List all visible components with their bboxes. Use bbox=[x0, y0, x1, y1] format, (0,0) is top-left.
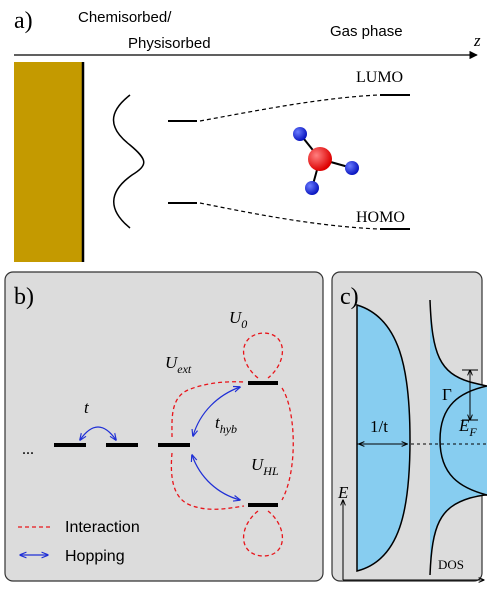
fermi-level-label: EF bbox=[458, 416, 477, 439]
bandwidth-label: 1/t bbox=[370, 417, 388, 436]
hydrogen-atom bbox=[305, 181, 319, 195]
hopping-thyb-upper-arrow bbox=[193, 387, 240, 436]
dos-molecular-lower-peak bbox=[429, 494, 487, 576]
panel-c: c) E DOS EF 1/t Γ bbox=[331, 271, 487, 581]
panel-b-frame bbox=[4, 271, 324, 582]
homo-connector bbox=[199, 202, 379, 230]
energy-axis-label: E bbox=[337, 483, 349, 502]
chain-ellipsis: ... bbox=[22, 441, 34, 458]
dos-band bbox=[356, 303, 411, 572]
panel-a: a) Chemisorbed/ Physisorbed Gas phase z … bbox=[14, 8, 481, 262]
panel-a-label: a) bbox=[14, 8, 33, 34]
hydrogen-atom bbox=[293, 127, 307, 141]
dos-molecular-upper-peak bbox=[429, 299, 487, 387]
central-atom bbox=[308, 147, 332, 171]
molecule bbox=[293, 127, 359, 195]
dos-molecular-fill bbox=[430, 300, 487, 575]
t-label: t bbox=[84, 398, 90, 417]
thyb-label: thyb bbox=[215, 413, 237, 436]
gamma-label: Γ bbox=[442, 385, 452, 404]
chemisorbed-label: Chemisorbed/ bbox=[78, 9, 172, 26]
legend: Interaction Hopping bbox=[18, 519, 140, 565]
z-axis-label: z bbox=[473, 31, 481, 50]
uhl-label: UHL bbox=[251, 455, 279, 478]
hopping-t-arrow bbox=[80, 426, 116, 440]
panel-c-label: c) bbox=[340, 284, 359, 310]
lumo-connector bbox=[199, 94, 379, 122]
hydrogen-atom bbox=[345, 161, 359, 175]
dos-molecular-valley bbox=[439, 385, 487, 496]
dos-axis-label: DOS bbox=[438, 557, 464, 572]
legend-interaction-label: Interaction bbox=[65, 519, 140, 536]
legend-hopping-label: Hopping bbox=[65, 548, 125, 565]
interaction-uext-lower bbox=[170, 452, 245, 510]
interaction-u0-lower-loop bbox=[242, 510, 284, 557]
gas-phase-label: Gas phase bbox=[330, 23, 403, 40]
physisorbed-label: Physisorbed bbox=[128, 35, 211, 52]
interaction-uext-upper bbox=[171, 381, 245, 438]
interaction-u0-upper-loop bbox=[242, 332, 284, 379]
u0-label: U0 bbox=[229, 308, 247, 331]
metal-surface bbox=[14, 62, 83, 262]
interaction-uhl bbox=[281, 387, 294, 501]
uext-label: Uext bbox=[165, 353, 192, 376]
homo-label: HOMO bbox=[356, 209, 405, 226]
surface-dos-curve bbox=[112, 94, 145, 229]
panel-b-label: b) bbox=[14, 284, 34, 310]
hopping-thyb-lower-arrow bbox=[192, 455, 240, 500]
panel-b: b) ... t thyb U0 Uext UHL Interaction Ho… bbox=[4, 271, 324, 582]
lumo-label: LUMO bbox=[356, 69, 403, 86]
